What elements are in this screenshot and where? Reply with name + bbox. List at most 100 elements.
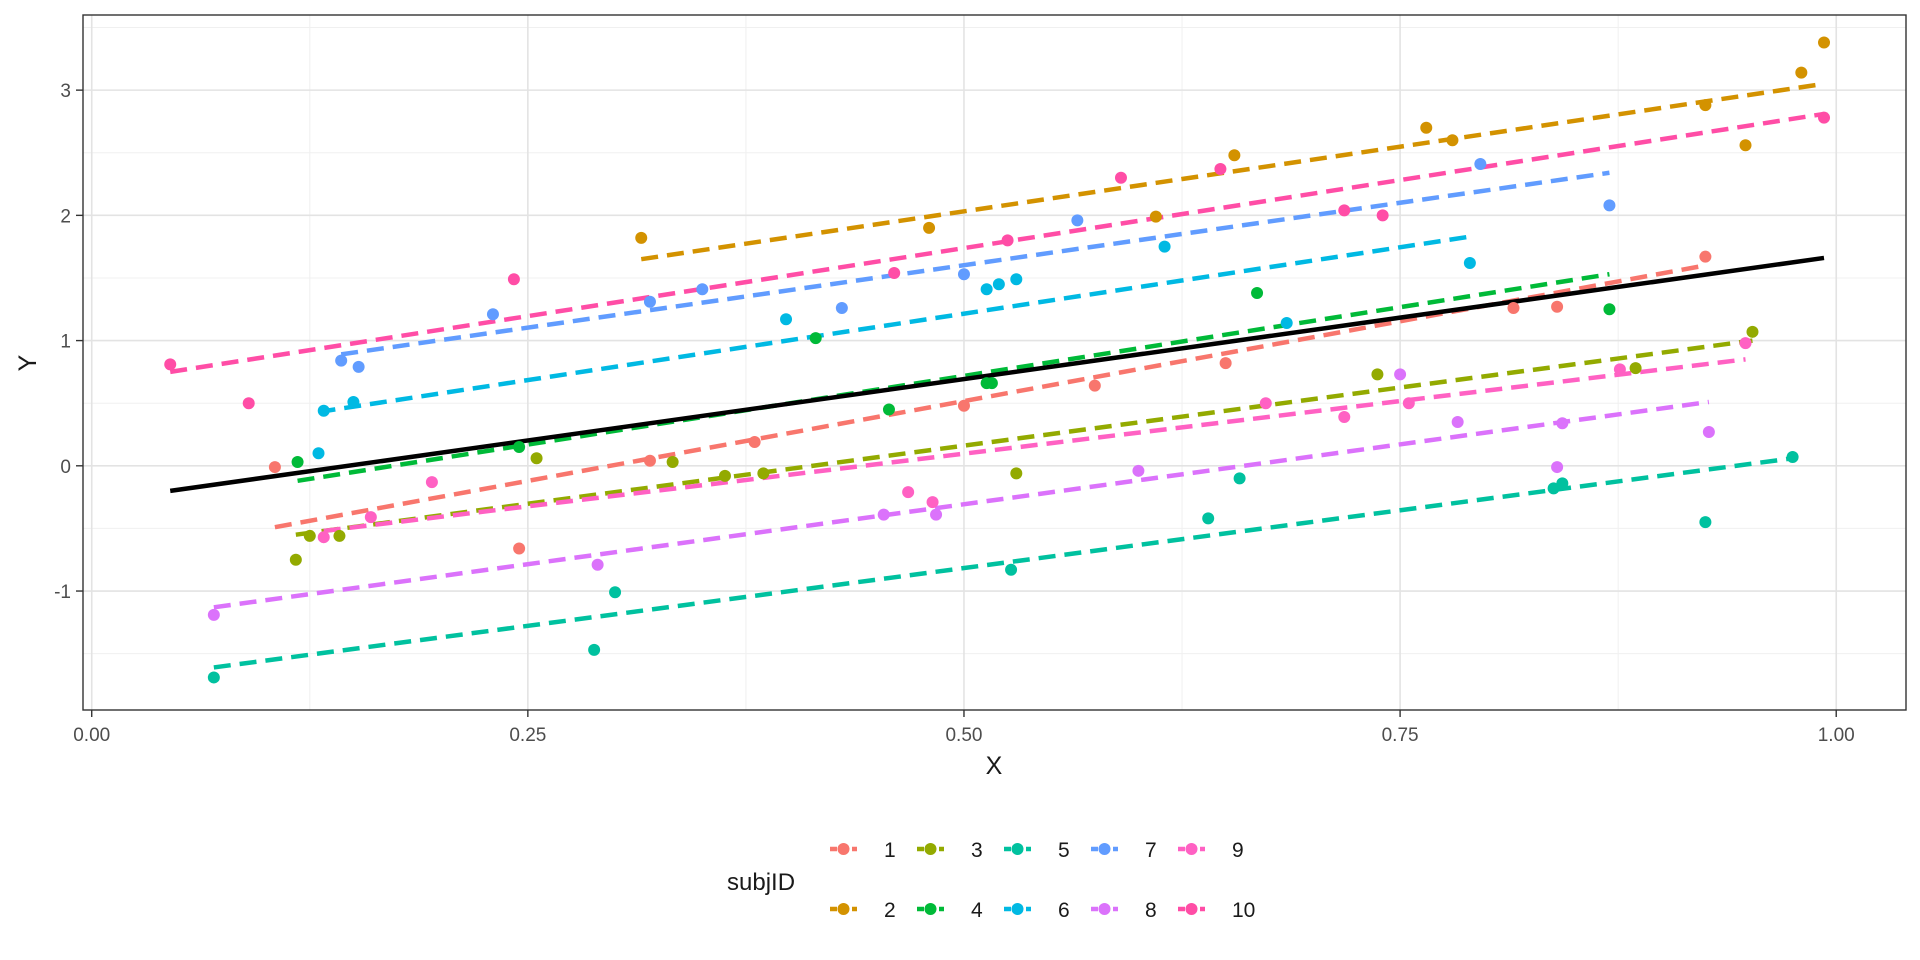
legend-label: 7 (1145, 839, 1157, 862)
legend-item-8: 8 (1091, 899, 1157, 922)
legend-label: 5 (1058, 839, 1070, 862)
x-tick-label: 1.00 (1818, 725, 1855, 746)
point-subj-6 (347, 395, 360, 408)
legend-key-point (837, 843, 850, 855)
fit-line-subj-7 (340, 170, 1610, 357)
legend-label: 2 (884, 899, 896, 922)
point-subj-7 (957, 268, 970, 281)
legend-key-point (1011, 903, 1024, 915)
point-subj-2 (1795, 66, 1808, 79)
y-axis: -1 0 1 2 3 (54, 81, 83, 603)
legend-key-point (924, 843, 937, 855)
point-subj-9 (902, 486, 915, 499)
point-subj-1 (513, 542, 526, 555)
point-subj-1 (1088, 379, 1101, 392)
legend-key-point (1098, 843, 1111, 855)
point-subj-9 (926, 496, 939, 509)
x-tick-label: 0.25 (509, 725, 546, 746)
legend-label: 8 (1145, 899, 1157, 922)
point-subj-6 (780, 313, 793, 326)
legend-item-5: 5 (1004, 839, 1070, 862)
overall-fit-line (169, 255, 1825, 494)
legend-label: 6 (1058, 899, 1070, 922)
point-subj-4 (882, 403, 895, 416)
point-subj-2 (1420, 121, 1433, 134)
point-subj-6 (992, 278, 1005, 291)
legend-label: 10 (1232, 899, 1255, 922)
point-subj-2 (1818, 36, 1831, 49)
fit-lines (169, 81, 1825, 670)
point-subj-3 (289, 553, 302, 566)
point-subj-3 (303, 529, 316, 542)
point-subj-1 (1699, 250, 1712, 263)
point-subj-9 (425, 476, 438, 489)
fit-line-subj-10 (169, 111, 1825, 375)
point-subj-6 (980, 283, 993, 296)
point-subj-10 (1214, 163, 1227, 176)
legend-key-point (1098, 903, 1111, 915)
point-subj-4 (1603, 303, 1616, 316)
point-subj-8 (1551, 461, 1564, 474)
point-subj-10 (242, 397, 255, 410)
point-subj-6 (1158, 240, 1171, 253)
point-subj-10 (1818, 111, 1831, 124)
plot-border (82, 14, 1907, 711)
point-subj-3 (530, 452, 543, 465)
point-subj-8 (1556, 417, 1569, 430)
point-subj-2 (1699, 99, 1712, 112)
point-subj-2 (1739, 139, 1752, 152)
point-subj-7 (352, 360, 365, 373)
point-subj-1 (748, 436, 761, 449)
x-tick-label: 0.00 (73, 725, 110, 746)
point-subj-2 (1149, 210, 1162, 223)
legend-label: 4 (971, 899, 983, 922)
point-subj-8 (207, 608, 220, 621)
point-subj-5 (1547, 482, 1560, 495)
point-subj-7 (643, 295, 656, 308)
legend-key-point (1185, 903, 1198, 915)
point-subj-2 (923, 221, 936, 234)
x-tick-label: 0.50 (945, 725, 982, 746)
point-subj-3 (1746, 325, 1759, 338)
point-subj-3 (718, 469, 731, 482)
point-subj-9 (1613, 363, 1626, 376)
point-subj-7 (1474, 158, 1487, 171)
legend-item-1: 1 (830, 839, 896, 862)
legend-key-point (1011, 843, 1024, 855)
point-subj-7 (1071, 214, 1084, 227)
point-subj-4 (985, 377, 998, 390)
point-subj-8 (1132, 464, 1145, 477)
point-subj-9 (1338, 410, 1351, 423)
point-subj-3 (1371, 368, 1384, 381)
legend-title: subjID (727, 869, 795, 896)
point-subj-3 (1629, 362, 1642, 375)
point-subj-4 (513, 441, 526, 454)
fit-line-subj-8 (213, 399, 1710, 610)
point-subj-4 (1251, 287, 1264, 299)
point-subj-10 (1338, 204, 1351, 217)
y-tick-label: 3 (60, 81, 71, 102)
point-subj-8 (1394, 368, 1407, 381)
point-subj-8 (1451, 415, 1464, 428)
point-subj-5 (1233, 472, 1246, 485)
point-subj-4 (291, 456, 304, 469)
point-subj-6 (1010, 273, 1023, 286)
point-subj-2 (1446, 134, 1459, 147)
point-subj-8 (877, 508, 890, 521)
point-subj-5 (588, 643, 601, 656)
point-subj-7 (696, 283, 709, 296)
point-subj-9 (1739, 337, 1752, 350)
fit-line-subj-5 (213, 456, 1793, 670)
fit-line-subj-2 (640, 81, 1825, 262)
x-tick-label: 0.75 (1382, 725, 1419, 746)
point-subj-1 (1219, 357, 1232, 370)
point-subj-1 (643, 454, 656, 467)
point-subj-7 (835, 302, 848, 315)
y-tick-label: -1 (54, 582, 71, 603)
plot-background (83, 15, 1906, 710)
y-axis-title: Y (14, 354, 42, 371)
point-subj-10 (888, 266, 901, 279)
grid-major (83, 15, 1906, 710)
point-subj-10 (1114, 171, 1127, 184)
point-subj-1 (268, 461, 281, 474)
